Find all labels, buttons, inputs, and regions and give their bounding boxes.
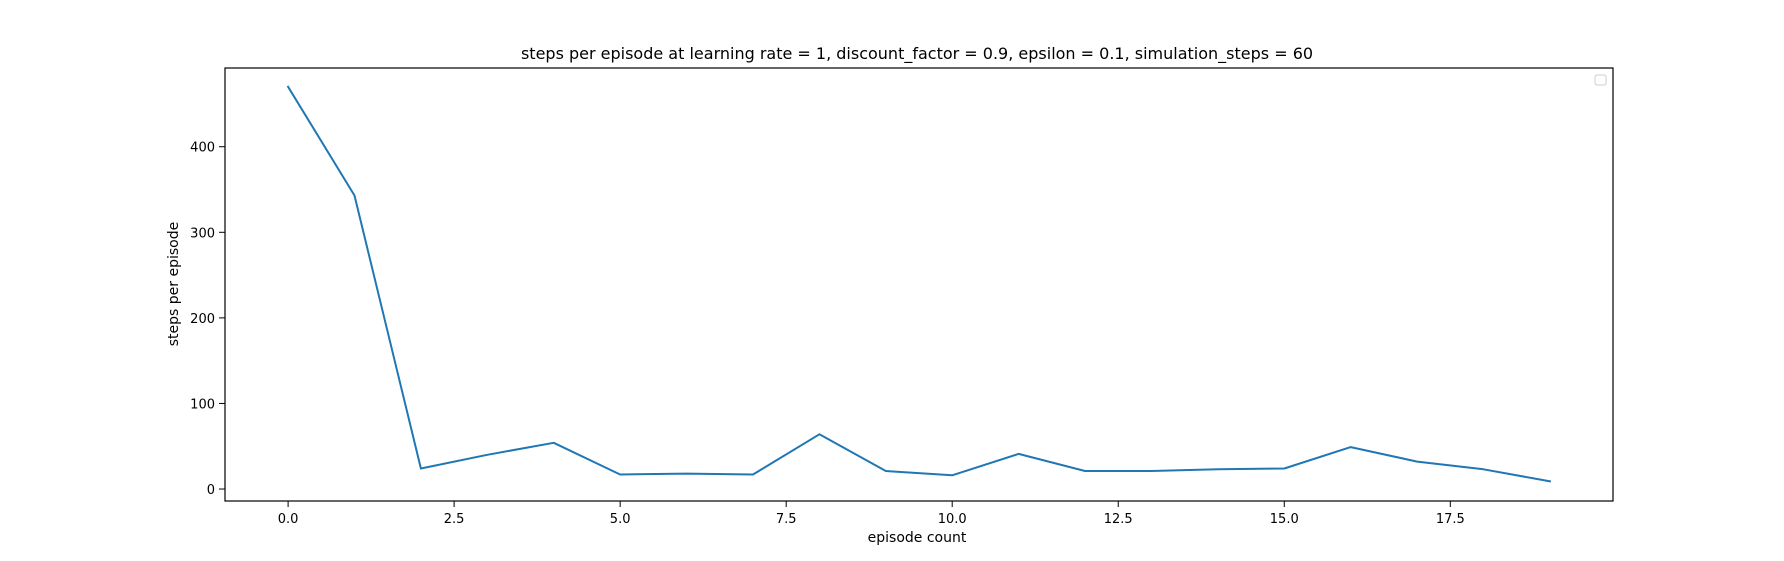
x-tick-label: 5.0 (610, 512, 631, 527)
x-tick-label: 10.0 (938, 512, 967, 527)
y-tick-label: 300 (190, 226, 215, 241)
y-axis-label: steps per episode (166, 222, 182, 346)
y-tick-label: 0 (207, 483, 215, 498)
x-tick-label: 2.5 (444, 512, 465, 527)
plot-area (224, 67, 1614, 502)
y-tick-label: 400 (190, 141, 215, 156)
y-tick-label: 100 (190, 397, 215, 412)
chart-title: steps per episode at learning rate = 1, … (521, 44, 1313, 64)
x-tick-label: 0.0 (278, 512, 299, 527)
series-line (286, 85, 1552, 483)
y-tick-label: 200 (190, 312, 215, 327)
x-tick-label: 12.5 (1104, 512, 1133, 527)
y-axis-ticks: 0 100 200 300 400 (190, 141, 225, 498)
x-axis-label: episode count (868, 530, 967, 546)
x-tick-label: 17.5 (1436, 512, 1465, 527)
x-tick-label: 15.0 (1270, 512, 1299, 527)
x-tick-label: 7.5 (776, 512, 797, 527)
legend-box (1594, 74, 1607, 86)
x-axis-ticks: 0.0 2.5 5.0 7.5 10.0 12.5 15.0 17.5 (278, 501, 1465, 527)
